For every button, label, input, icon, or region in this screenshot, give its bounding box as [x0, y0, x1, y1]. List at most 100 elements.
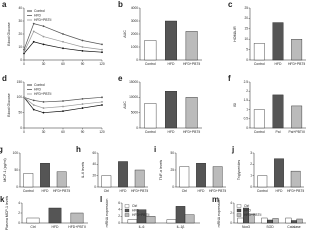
- series-line: [23, 96, 103, 103]
- bar: [274, 158, 284, 188]
- bar: [291, 105, 303, 129]
- bar: [290, 170, 301, 188]
- y-tick-label: 0: [94, 185, 96, 189]
- y-tick-label: 4: [18, 201, 20, 205]
- y-axis-label: ISI: [233, 103, 237, 107]
- y-tick-label: 0: [18, 221, 20, 225]
- y-tick-label: 100: [17, 95, 23, 99]
- y-axis-label: HOMA-IR: [233, 26, 237, 42]
- point: [23, 52, 25, 55]
- y-tick-label: 3000: [131, 19, 138, 23]
- bar: [144, 40, 157, 61]
- y-axis-label: Triglycerides: [237, 160, 241, 180]
- bar: [134, 169, 145, 188]
- y-axis-label: mRNA expression: [217, 199, 221, 228]
- point: [101, 51, 103, 54]
- panel-label: j: [231, 145, 234, 154]
- panel-label: a: [2, 0, 7, 9]
- point: [23, 96, 25, 99]
- y-axis-label: TNF-α levels: [159, 160, 163, 181]
- x-tick-label: Ctrl: [182, 189, 188, 193]
- bar: [257, 175, 268, 188]
- x-tick-label: HFD: [168, 62, 176, 66]
- legend-swatch: [236, 213, 242, 217]
- x-tick-label: IL-1β: [177, 225, 185, 229]
- panel-label: c: [228, 0, 233, 9]
- bar: [272, 94, 284, 129]
- y-tick-label: 10: [18, 45, 22, 49]
- panel-label: h: [76, 145, 81, 154]
- y-tick-label: 40: [18, 6, 22, 10]
- x-tick-label: HFD: [276, 189, 284, 193]
- point: [42, 107, 45, 109]
- bar: [56, 171, 67, 188]
- y-tick-label: 2000: [131, 32, 138, 36]
- bar: [145, 216, 156, 224]
- point: [62, 40, 64, 43]
- x-tick-label: Ctrl: [30, 225, 36, 229]
- legend-label: HFD+PBTII: [132, 213, 149, 217]
- x-tick-label: 120: [99, 62, 105, 66]
- y-tick-label: 25: [170, 168, 174, 172]
- x-tick-label: Ctrl: [104, 189, 110, 193]
- legend-swatch: [124, 204, 130, 208]
- legend-label: HFD: [132, 208, 140, 212]
- bar: [185, 31, 198, 61]
- bar: [285, 217, 292, 224]
- y-tick-label: 50: [170, 151, 174, 155]
- y-tick-label: 0: [16, 185, 18, 189]
- panel-label: g: [0, 145, 3, 154]
- x-tick-label: Control: [145, 62, 156, 66]
- y-axis-label: Blood Glucose: [7, 22, 11, 45]
- point: [62, 110, 64, 113]
- x-tick-label: Catalase: [287, 225, 300, 229]
- legend-label: Ctrl: [132, 204, 138, 208]
- bar: [40, 162, 50, 188]
- point: [81, 97, 84, 100]
- x-tick-label: Control: [254, 130, 265, 134]
- y-axis-label: Blood Glucose: [7, 93, 11, 116]
- y-axis-label: IL-6 levels: [81, 162, 85, 179]
- x-tick-label: Control: [254, 62, 265, 66]
- y-tick-label: 0: [118, 221, 120, 225]
- y-tick-label: 0: [136, 58, 138, 62]
- bar: [165, 20, 177, 61]
- x-tick-label: HFD+PBTII: [53, 189, 70, 193]
- y-tick-label: 4000: [131, 6, 138, 10]
- point: [32, 99, 35, 102]
- point: [42, 25, 45, 28]
- y-tick-label: 0: [246, 58, 248, 62]
- bar: [261, 217, 268, 224]
- x-tick-label: HFD+PBTII: [209, 189, 226, 193]
- point: [42, 43, 45, 46]
- y-tick-label: 1.5: [244, 98, 249, 102]
- point: [101, 104, 103, 106]
- series-line: [23, 97, 103, 109]
- legend-label: HFD: [244, 208, 252, 212]
- x-tick-label: HFD+PBTII: [131, 189, 148, 193]
- series-line: [23, 30, 103, 53]
- y-tick-label: 10000: [129, 95, 138, 99]
- y-tick-label: 2: [118, 214, 120, 218]
- bar: [127, 219, 138, 224]
- point: [23, 51, 25, 54]
- y-tick-label: 6: [118, 201, 120, 205]
- y-tick-label: 2: [230, 211, 232, 215]
- bar: [291, 220, 298, 224]
- y-axis-label: Plasma MCP-1 levels: [5, 196, 9, 231]
- y-tick-label: 0: [230, 221, 232, 225]
- point: [32, 22, 35, 25]
- bar: [101, 175, 112, 188]
- y-tick-label: 15: [244, 27, 248, 31]
- x-tick-label: 120: [99, 130, 105, 134]
- point: [62, 105, 64, 108]
- y-tick-label: 4: [230, 201, 232, 205]
- y-tick-label: 2.5: [244, 80, 249, 84]
- y-tick-label: 0: [250, 185, 252, 189]
- legend-label: HFD+PBTII: [34, 18, 51, 22]
- point: [81, 107, 84, 109]
- x-tick-label: HFD: [120, 189, 128, 193]
- x-tick-label: IL-6: [139, 225, 145, 229]
- x-tick-label: 60: [61, 130, 65, 134]
- bar: [70, 212, 84, 224]
